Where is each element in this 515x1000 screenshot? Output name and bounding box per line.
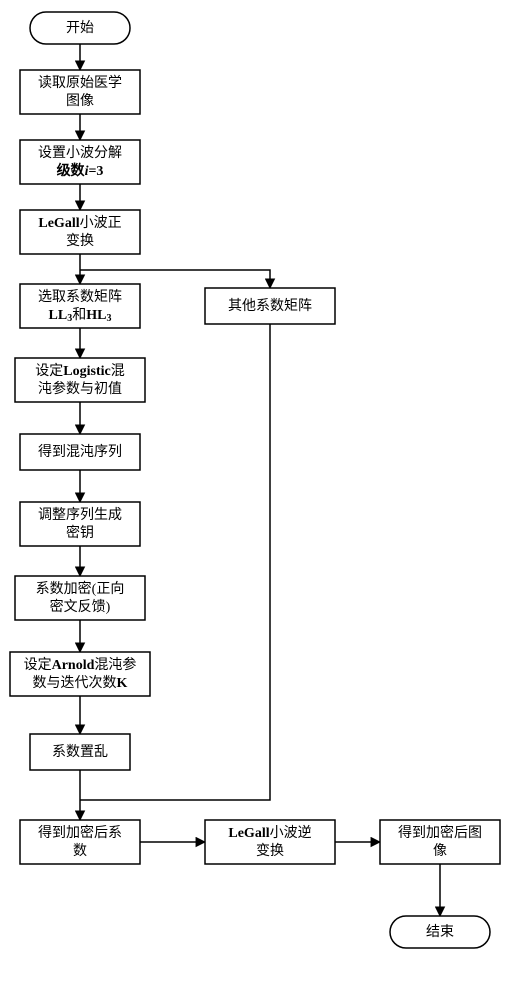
node-n13-line1: 像: [433, 843, 447, 859]
node-n1: 读取原始医学图像: [20, 70, 140, 114]
node-start: 开始: [30, 12, 130, 44]
node-n9-line0: 设定Arnold混沌参: [24, 656, 137, 673]
node-n5-line0: 设定Logistic混: [35, 363, 124, 379]
node-n6-line0: 得到混沌序列: [38, 443, 122, 460]
node-n1-line1: 图像: [66, 93, 94, 109]
node-n2-line0: 设置小波分解: [38, 145, 122, 161]
node-n6: 得到混沌序列: [20, 434, 140, 470]
node-n4-line1: LL3和HL3: [49, 307, 112, 324]
node-n2: 设置小波分解级数i=3: [20, 140, 140, 184]
node-n2-line1: 级数i=3: [57, 162, 104, 179]
node-n7-line1: 密钥: [66, 524, 94, 541]
node-n8-line0: 系数加密(正向: [36, 580, 125, 597]
node-n3-line1: 变换: [66, 232, 94, 249]
node-n4: 选取系数矩阵 LL3和HL3: [20, 284, 140, 328]
node-n11-line0: 得到加密后系: [38, 824, 122, 841]
flowchart-canvas: 开始读取原始医学图像设置小波分解级数i=3LeGall小波正变换选取系数矩阵LL…: [0, 0, 515, 1000]
node-n9-line1: 数与迭代次数K: [33, 675, 128, 691]
node-n3-line0: LeGall小波正: [38, 215, 121, 231]
node-n10: 系数置乱: [30, 734, 130, 770]
node-n11: 得到加密后系数: [20, 820, 140, 864]
node-n4b: 其他系数矩阵: [205, 288, 335, 324]
node-n13: 得到加密后图像: [380, 820, 500, 864]
node-n10-line0: 系数置乱: [52, 744, 108, 760]
node-n5-line1: 沌参数与初值: [38, 380, 122, 397]
node-n8-line1: 密文反馈): [50, 598, 111, 615]
node-end: 结束: [390, 916, 490, 948]
node-end-line0: 结束: [426, 924, 454, 940]
node-n5: 设定Logistic混沌参数与初值: [15, 358, 145, 402]
node-n11-line1: 数: [73, 843, 87, 859]
node-n4b-line0: 其他系数矩阵: [228, 298, 312, 314]
node-n7: 调整序列生成密钥: [20, 502, 140, 546]
node-n3: LeGall小波正变换: [20, 210, 140, 254]
node-n8: 系数加密(正向密文反馈): [15, 576, 145, 620]
node-n1-line0: 读取原始医学: [38, 74, 122, 91]
node-n12-line0: LeGall小波逆: [228, 825, 311, 841]
node-n7-line0: 调整序列生成: [38, 507, 122, 523]
node-n12-line1: 变换: [256, 842, 284, 859]
node-n4-line0: 选取系数矩阵: [38, 289, 122, 305]
node-start-line0: 开始: [66, 20, 94, 36]
node-n9: 设定Arnold混沌参数与迭代次数K: [10, 652, 150, 696]
node-n13-line0: 得到加密后图: [398, 824, 482, 841]
node-n12: LeGall小波逆变换: [205, 820, 335, 864]
